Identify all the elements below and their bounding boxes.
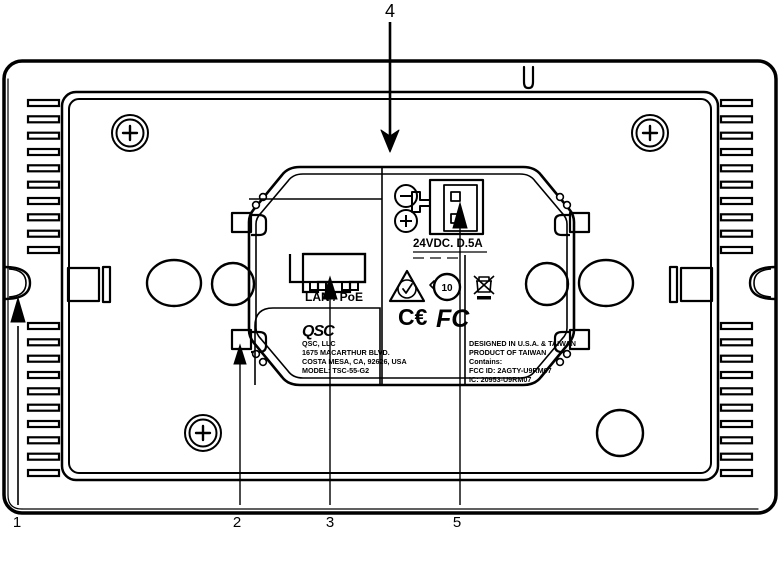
svg-text:5: 5 xyxy=(453,514,461,531)
svg-text:Contains:: Contains: xyxy=(469,357,502,366)
svg-text:FCC ID: 2AGTY-U9RM07: FCC ID: 2AGTY-U9RM07 xyxy=(469,366,552,375)
svg-text:10: 10 xyxy=(441,283,453,294)
svg-text:4: 4 xyxy=(385,1,395,21)
svg-text:1675 MACARTHUR BLVD.: 1675 MACARTHUR BLVD. xyxy=(302,348,390,357)
svg-text:COSTA MESA, CA, 92626, USA: COSTA MESA, CA, 92626, USA xyxy=(302,357,407,366)
svg-text:FC: FC xyxy=(436,305,470,333)
svg-text:MODEL: TSC-55-G2: MODEL: TSC-55-G2 xyxy=(302,366,369,375)
svg-text:IC: 20953-U9RM07: IC: 20953-U9RM07 xyxy=(469,375,531,384)
svg-text:C€: C€ xyxy=(398,304,428,330)
svg-text:1: 1 xyxy=(13,514,21,531)
svg-text:PRODUCT OF TAIWAN: PRODUCT OF TAIWAN xyxy=(469,348,546,357)
svg-text:DESIGNED IN U.S.A. & TAIWAN: DESIGNED IN U.S.A. & TAIWAN xyxy=(469,339,576,348)
svg-text:24VDC. D.5A: 24VDC. D.5A xyxy=(413,238,483,250)
svg-text:3: 3 xyxy=(326,514,334,531)
svg-text:2: 2 xyxy=(233,514,241,531)
